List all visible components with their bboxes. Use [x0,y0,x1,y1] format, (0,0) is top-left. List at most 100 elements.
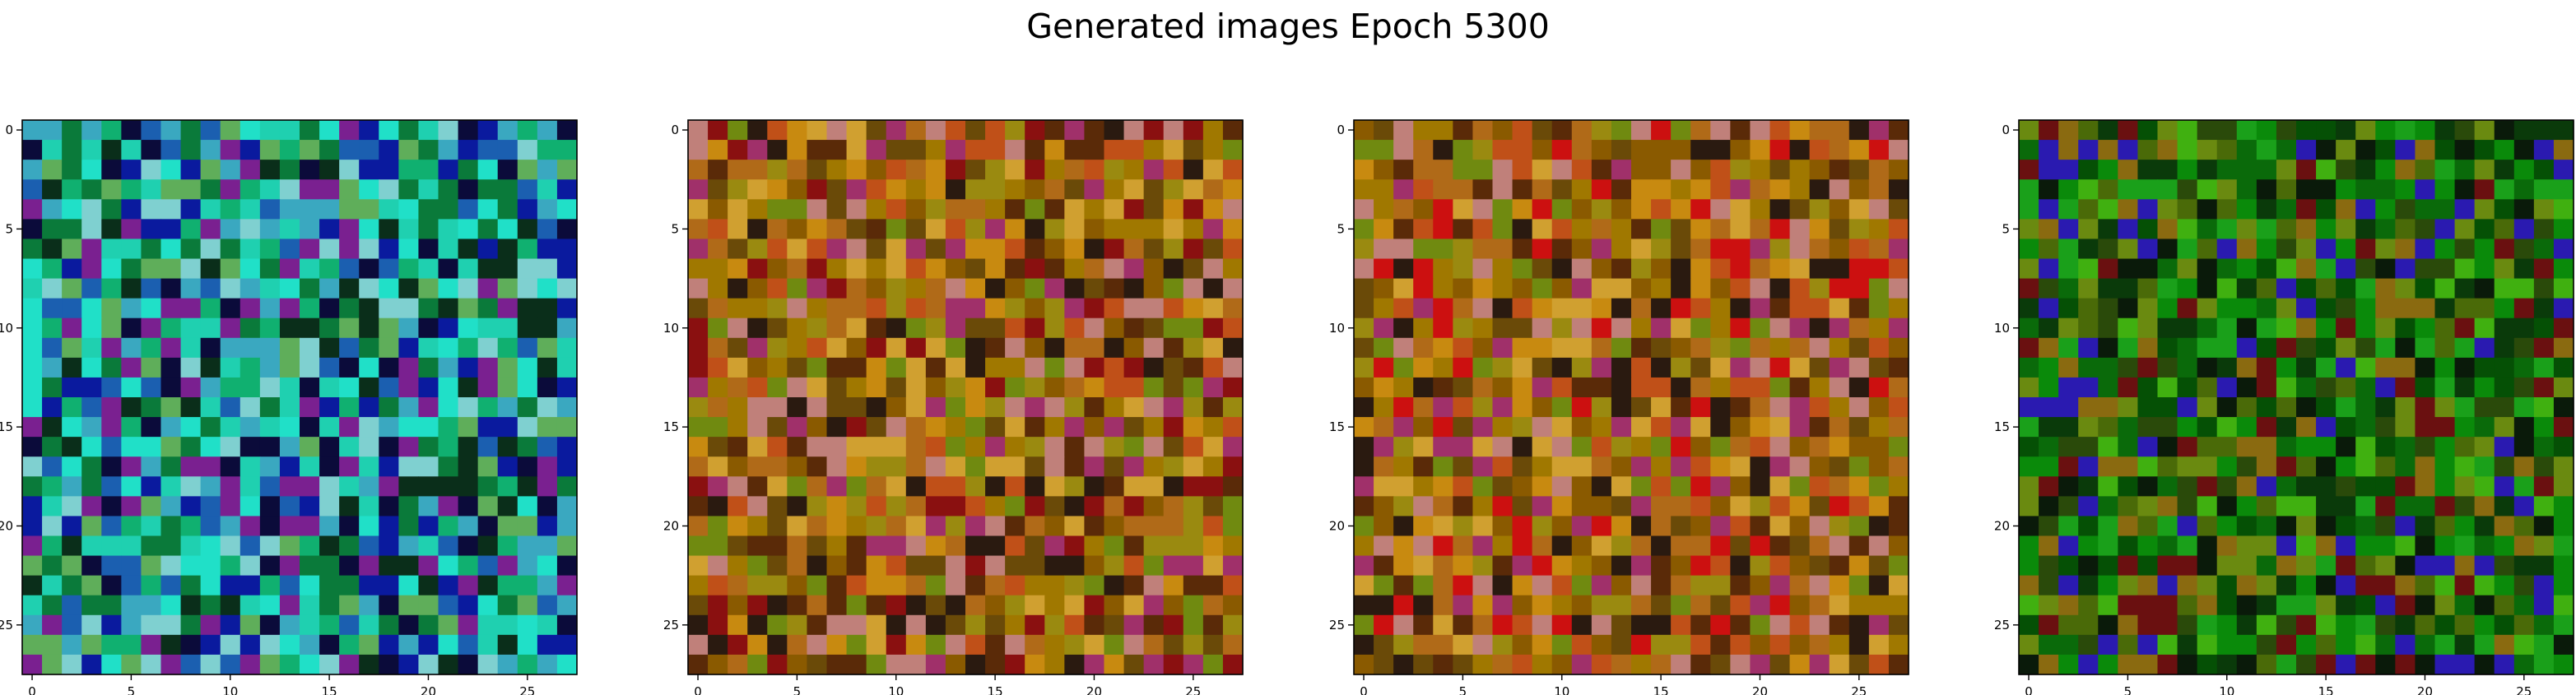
pixel-cell [2513,239,2535,260]
pixel-cell [1750,179,1771,200]
pixel-cell [141,179,162,200]
pixel-cell [1730,476,1751,497]
pixel-cell [1690,278,1711,299]
pixel-cell [787,278,808,299]
pixel-cell [1374,179,1394,200]
pixel-cell [2276,496,2297,517]
pixel-cell [807,160,828,180]
pixel-cell [1611,199,1632,220]
pixel-cell [81,575,102,596]
pixel-cell [866,377,887,398]
pixel-cell [1512,456,1533,477]
pixel-cell [1690,337,1711,359]
pixel-cell [537,575,558,596]
pixel-cell [1163,535,1184,557]
pixel-cell [458,199,479,220]
pixel-cell [556,535,578,557]
pixel-cell [220,278,241,299]
pixel-cell [1512,654,1533,675]
pixel-cell [2078,298,2099,319]
pixel-cell [477,516,499,537]
pixel-cell [2375,634,2396,656]
pixel-cell [2513,258,2535,280]
pixel-cell [1710,160,1731,180]
pixel-cell [787,337,808,359]
pixel-cell [2098,654,2118,675]
pixel-cell [1202,575,1224,596]
pixel-cell [1374,160,1394,180]
pixel-cell [2375,239,2396,260]
pixel-cell [418,120,439,141]
pixel-cell [1374,516,1394,537]
pixel-cell [2058,140,2079,160]
pixel-cell [2355,535,2376,557]
pixel-cell [1690,219,1711,240]
pixel-cell [1868,516,1890,537]
pixel-cell [945,298,966,319]
pixel-cell [398,337,420,359]
pixel-cell [1202,278,1224,299]
pixel-cell [141,535,162,557]
pixel-cell [398,654,420,675]
pixel-cell [2157,417,2178,438]
pixel-cell [1829,160,1850,180]
pixel-cell [1829,199,1850,220]
pixel-cell [1143,437,1165,457]
pixel-cell [22,575,43,596]
pixel-cell [1750,476,1771,497]
pixel-cell [2395,575,2416,596]
pixel-cell [708,397,728,418]
pixel-cell [2375,417,2396,438]
pixel-cell [1769,120,1791,141]
pixel-cell [1710,397,1731,418]
pixel-cell [1551,437,1573,457]
pixel-cell [1532,258,1553,280]
pixel-cell [1631,634,1652,656]
pixel-cell [1512,337,1533,359]
pixel-cell [1651,516,1672,537]
pixel-cell [2336,516,2356,537]
pixel-cell [1393,239,1414,260]
pixel-cell [458,140,479,160]
pixel-cell [359,239,379,260]
pixel-cell [160,634,182,656]
pixel-cell [1374,654,1394,675]
pixel-cell [1202,614,1224,636]
pixel-cell [747,496,768,517]
pixel-cell [2236,535,2257,557]
pixel-cell [787,456,808,477]
pixel-cell [2019,575,2039,596]
pixel-cell [319,199,340,220]
pixel-cell [239,575,261,596]
pixel-cell [2177,595,2198,616]
pixel-cell [965,516,986,537]
pixel-cell [537,417,558,438]
pixel-cell [2216,337,2238,359]
pixel-cell [846,496,867,517]
pixel-cell [1413,535,1434,557]
pixel-cell [339,516,360,537]
pixel-cell [101,337,122,359]
pixel-cell [1222,179,1244,200]
pixel-cell [1143,634,1165,656]
pixel-cell [728,219,748,240]
pixel-cell [1104,120,1125,141]
pixel-cell [2434,160,2456,180]
pixel-cell [1374,555,1394,577]
pixel-cell [846,417,867,438]
pixel-cell [866,199,887,220]
pixel-cell [767,476,788,497]
pixel-cell [160,160,182,180]
pixel-cell [81,298,102,319]
pixel-cell [1413,219,1434,240]
pixel-cell [1809,595,1830,616]
pixel-cell [1183,575,1204,596]
pixel-cell [537,634,558,656]
pixel-cell [688,437,709,457]
pixel-cell [787,654,808,675]
pixel-cell [1374,278,1394,299]
pixel-cell [1671,535,1691,557]
pixel-cell [688,654,709,675]
pixel-cell [2177,199,2198,220]
pixel-cell [2336,437,2356,457]
